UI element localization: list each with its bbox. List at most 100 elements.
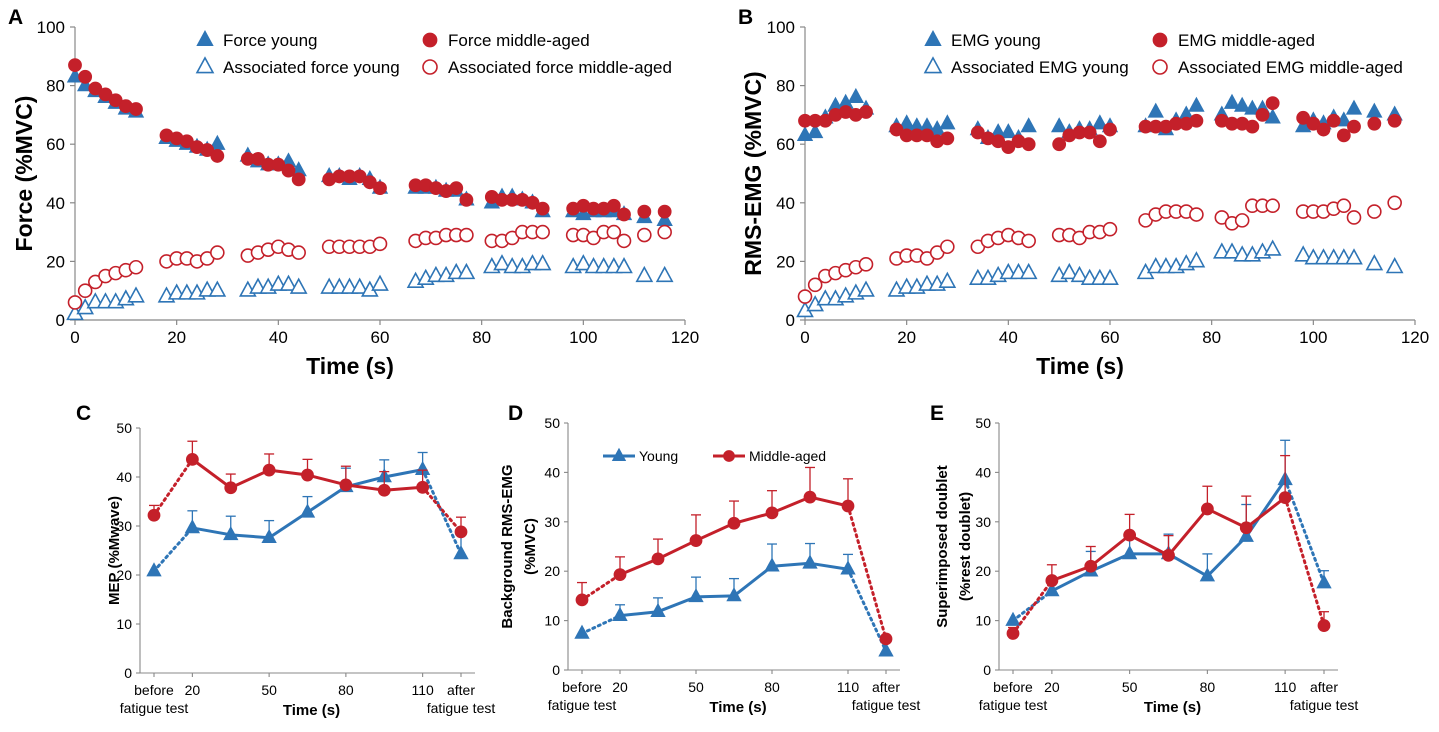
data-point	[1052, 137, 1067, 152]
data-point	[339, 478, 353, 492]
data-point	[459, 192, 474, 207]
legend-label: EMG young	[951, 31, 1041, 50]
data-point	[449, 181, 464, 196]
x-tick-label: after	[1310, 679, 1338, 695]
data-point	[1385, 257, 1404, 274]
y-axis-label: RMS-EMG (%MVC)	[740, 71, 766, 275]
data-point	[208, 280, 227, 297]
data-point	[88, 81, 103, 96]
y-axis-label-line2: (%rest doublet)	[957, 492, 974, 601]
legend-marker	[723, 450, 735, 462]
legend-item: Force middle-aged	[422, 31, 590, 50]
data-point	[1367, 204, 1382, 219]
data-point	[1238, 527, 1254, 542]
data-point	[1019, 262, 1038, 280]
data-point	[1367, 116, 1382, 131]
x-tick-label: 40	[999, 328, 1018, 347]
data-point	[1387, 195, 1402, 211]
x-tick-label: 40	[269, 328, 288, 347]
data-point	[1345, 99, 1363, 115]
y-tick-label: 60	[776, 135, 795, 154]
series-dotted-line	[421, 468, 463, 556]
data-point	[575, 593, 589, 607]
panel-letter: A	[8, 6, 23, 29]
data-point	[1296, 110, 1311, 125]
data-point	[939, 114, 956, 130]
data-point	[1162, 548, 1175, 562]
x-tick-label: 50	[688, 679, 704, 695]
data-point	[818, 113, 833, 128]
x-axis-label: Time (s)	[1144, 699, 1201, 716]
x-tick-label: 60	[371, 328, 390, 347]
data-point	[1187, 251, 1206, 268]
x-tick-label: before	[562, 679, 602, 695]
data-point	[765, 506, 779, 520]
data-point	[606, 198, 621, 213]
panel-letter: E	[930, 402, 944, 425]
data-point	[535, 201, 550, 216]
y-tick-label: 20	[975, 563, 991, 579]
x-tick-label: 100	[569, 328, 597, 347]
x-tick-label: 80	[1200, 679, 1216, 695]
x-tick-label: 80	[764, 679, 780, 695]
legend-item: Associated force middle-aged	[422, 58, 672, 77]
y-axis-label: Background RMS-EMG	[499, 464, 516, 628]
legend-item: Young	[603, 447, 678, 464]
data-point	[1060, 262, 1079, 280]
x-tick-label: before	[134, 682, 174, 698]
data-point	[1050, 117, 1068, 133]
data-point	[1082, 125, 1097, 140]
y-tick-label: 100	[767, 18, 795, 37]
data-point	[352, 169, 367, 184]
series-dotted-line	[152, 526, 194, 573]
data-point	[940, 131, 955, 146]
series-dotted-line	[580, 573, 622, 602]
data-point	[1005, 611, 1021, 626]
data-point	[615, 257, 633, 274]
legend-item: Associated EMG young	[923, 56, 1129, 77]
legend-item: Associated force young	[195, 56, 400, 77]
legend-marker	[196, 30, 214, 46]
x-tick-label: fatigue test	[852, 697, 921, 713]
data-point	[210, 149, 225, 163]
legend-label: EMG middle-aged	[1178, 31, 1315, 50]
data-point	[797, 289, 813, 304]
x-axis-label: Time (s)	[306, 353, 394, 379]
data-point	[184, 519, 201, 534]
x-tick-label: 110	[837, 679, 860, 695]
legend-marker	[1152, 59, 1168, 75]
y-tick-label: 40	[776, 194, 795, 213]
data-point	[655, 265, 674, 283]
y-tick-label: 80	[776, 77, 795, 96]
x-tick-label: fatigue test	[1290, 697, 1359, 713]
data-point	[1263, 239, 1282, 256]
y-axis-label: Force (%MVC)	[11, 96, 37, 252]
data-point	[651, 552, 665, 566]
series-dotted-line	[1283, 478, 1326, 585]
y-tick-label: 10	[975, 613, 991, 629]
data-point	[637, 227, 652, 243]
legend-label: Young	[639, 448, 678, 464]
data-point	[1387, 113, 1402, 128]
data-point	[1101, 268, 1119, 286]
data-point	[1091, 114, 1109, 130]
data-point	[1346, 210, 1362, 225]
y-tick-label: 40	[544, 464, 560, 480]
data-point	[289, 277, 308, 294]
x-tick-label: before	[993, 679, 1033, 695]
y-tick-label: 50	[544, 415, 560, 431]
data-point	[1345, 248, 1363, 265]
data-point	[613, 568, 627, 582]
data-point	[1316, 122, 1331, 137]
x-tick-label: 60	[1101, 328, 1120, 347]
y-tick-label: 20	[116, 567, 132, 583]
legend-label: Force young	[223, 31, 318, 50]
x-axis-label: Time (s)	[709, 699, 766, 716]
series-dotted-line	[421, 485, 463, 534]
x-tick-label: 20	[185, 682, 201, 698]
data-point	[453, 545, 469, 560]
y-tick-label: 30	[544, 514, 560, 530]
data-point	[1189, 113, 1204, 128]
y-tick-label: 40	[46, 194, 65, 213]
data-point	[129, 102, 143, 116]
